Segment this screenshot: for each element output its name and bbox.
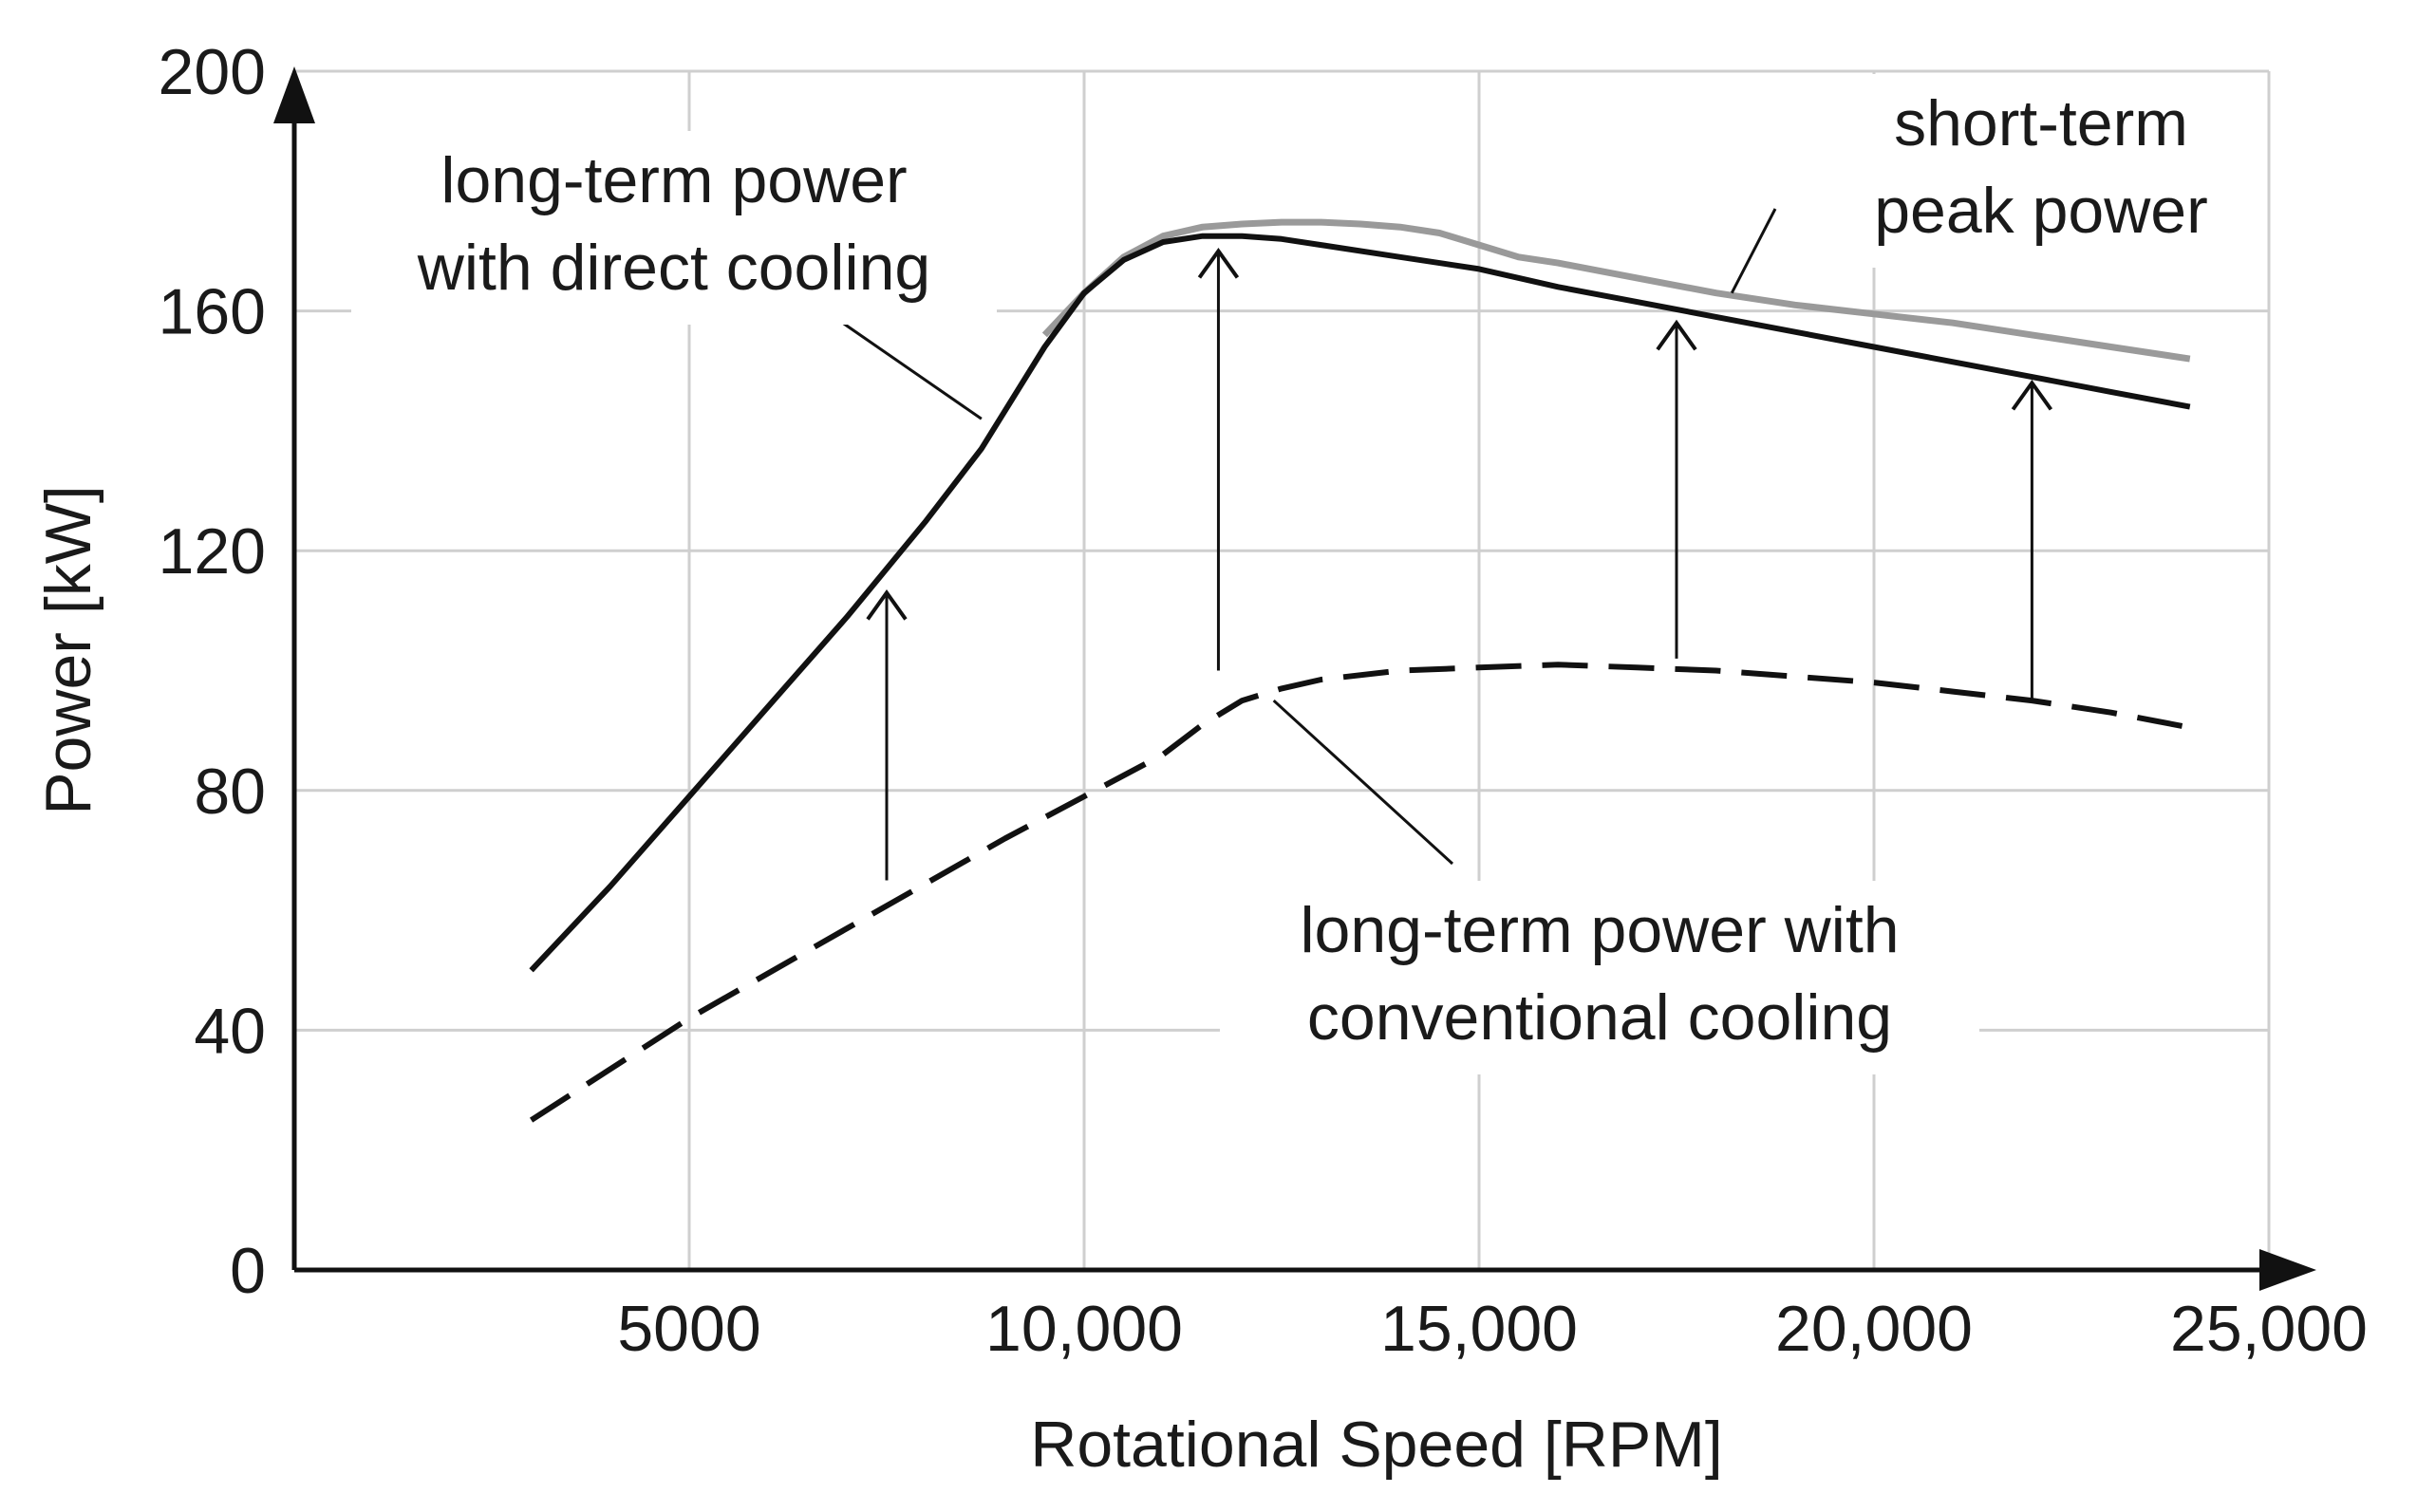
series-lines bbox=[529, 218, 2191, 1123]
annotation-bg-1 bbox=[1818, 74, 2264, 268]
improvement-arrowhead-2 bbox=[1656, 319, 1697, 351]
y-tick-label: 200 bbox=[159, 36, 266, 108]
improvement-arrowhead-0 bbox=[866, 588, 908, 621]
improvement-arrows bbox=[866, 248, 2053, 881]
annotation-bg-2 bbox=[1220, 881, 1979, 1074]
y-tick-label: 40 bbox=[194, 995, 266, 1067]
annotation-leaders bbox=[825, 208, 1777, 866]
series-line-1 bbox=[529, 233, 2191, 973]
x-tick-label: 15,000 bbox=[1380, 1293, 1578, 1365]
axes bbox=[273, 66, 2316, 1291]
improvement-arrowhead-1 bbox=[1197, 248, 1240, 279]
y-tick-label: 120 bbox=[159, 515, 266, 588]
y-axis-label: Power [kW] bbox=[32, 485, 104, 815]
annotation-label-1: short-term bbox=[1894, 87, 2188, 159]
x-tick-label: 5000 bbox=[617, 1293, 760, 1365]
x-tick-label: 20,000 bbox=[1775, 1293, 1973, 1365]
x-tick-label: 25,000 bbox=[2170, 1293, 2368, 1365]
annotation-bg-0 bbox=[351, 131, 997, 325]
annotation-label-2: conventional cooling bbox=[1307, 981, 1892, 1054]
y-tick-label: 160 bbox=[159, 276, 266, 348]
annotation-label-0: long-term power bbox=[440, 144, 907, 216]
annotation-label-2: long-term power with bbox=[1300, 894, 1899, 966]
annotation-leader-2 bbox=[1272, 699, 1454, 866]
annotations: long-term power with direct cooling short-… bbox=[351, 74, 2264, 1074]
annotation-leader-1 bbox=[1730, 208, 1777, 294]
annotation-label-0: with direct cooling bbox=[417, 232, 930, 304]
annotation-leader-0 bbox=[825, 309, 983, 420]
y-tick-label: 0 bbox=[230, 1235, 266, 1307]
improvement-arrowhead-3 bbox=[2011, 379, 2053, 411]
tick-labels: 5000 10,000 15,000 20,000 25,000 0 40 80 120 160 2… bbox=[159, 36, 2368, 1365]
x-axis-label: Rotational Speed [RPM] bbox=[1030, 1409, 1723, 1481]
x-tick-label: 10,000 bbox=[985, 1293, 1183, 1365]
x-axis-arrowhead bbox=[2259, 1249, 2316, 1291]
series-line-0 bbox=[1041, 218, 2191, 363]
y-axis-arrowhead bbox=[273, 66, 315, 123]
annotation-label-1: peak power bbox=[1874, 175, 2208, 247]
y-tick-label: 80 bbox=[194, 756, 266, 828]
